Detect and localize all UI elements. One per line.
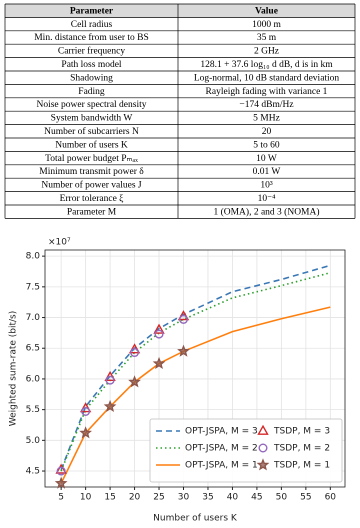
y-tick-label: 7.0 [26,313,41,323]
y-tick-label: 6.5 [26,344,40,354]
x-tick-label: 20 [129,493,141,503]
y-tick-label: 4.5 [26,467,40,477]
table-cell: 5 to 60 [253,140,280,150]
y-tick-label: 5.0 [26,436,41,446]
marker [128,375,141,388]
y-tick-label: 7.5 [26,282,40,292]
legend-swatch [257,424,269,435]
legend-label: OPT-JSPA, M = 1 [185,461,258,471]
x-tick-label: 45 [251,493,262,503]
header-cell: Value [255,6,278,16]
table-cell: Minimum transmit power δ [39,167,144,177]
table-cell: Number of subcarriers N [44,126,139,137]
table-cell: Noise power spectral density [36,100,146,110]
y-tick-label: 5.5 [26,405,40,415]
x-tick-label: 25 [153,493,164,503]
marker [79,426,92,439]
marker [177,344,190,357]
table-cell: Path loss model [61,60,122,70]
table-cell: 0.01 W [253,167,281,177]
legend-swatch [258,443,268,453]
marker [153,323,165,334]
legend-label: OPT-JSPA, M = 2 [185,444,258,454]
table-cell: System bandwidth W [51,114,133,124]
marker [103,399,117,412]
x-axis-label: Number of users K [153,514,238,524]
legend-box [149,418,343,483]
table-cell: Cell radius [71,20,113,30]
table-cell: 10 W [256,154,277,164]
x-tick-label: 60 [325,493,337,503]
x-tick-label: 10 [80,493,92,503]
header-cell: Parameter [70,6,114,16]
marker [54,476,68,489]
marker [105,375,115,385]
table-cell: Rayleigh fading with variance 1 [206,86,328,97]
series-line [60,264,331,471]
table-cell: 1000 m [252,20,281,30]
marker [130,348,140,358]
y-scale-label: ×10⁷ [48,238,71,248]
table-cell: Fading [78,87,105,97]
legend-swatch [256,458,270,471]
legend-label: TSDP, M = 1 [273,461,330,471]
x-tick-label: 15 [104,493,115,503]
x-tick-label: 40 [227,493,239,503]
chart: 4.5 5.0 5.5 6.0 6.5 7.0 7.5 8.0 5 10 15 20 25 30 35 40 4… [9,238,346,524]
table-cell: Shadowing [70,73,113,83]
y-tick-label: 6.0 [26,374,41,384]
table-cell: 10³ [260,181,273,191]
table-cell: −174 dBm/Hz [239,100,293,110]
table-cell: 5 MHz [253,114,280,124]
x-tick-label: 50 [276,493,288,503]
x-tick-label: 55 [300,493,311,503]
y-tick-label: 8.0 [26,252,41,262]
table-cell: Parameter M [67,207,117,217]
marker [56,466,66,476]
marker [154,329,164,339]
table-cell: Log-normal, 10 dB standard deviation [194,73,340,83]
table-cell: 1 (OMA), 2 and 3 (NOMA) [213,206,319,217]
header-bg [5,4,355,18]
table-cell: 10⁻⁴ [258,194,277,204]
table-cell: Total power budget Pₘₐₓ [45,154,138,164]
legend-label: TSDP, M = 2 [273,444,330,454]
legend-label: TSDP, M = 3 [273,427,330,437]
table-cell: Error tolerance ξ [60,194,125,204]
x-tick-label: 5 [58,493,64,503]
table-cell: Carrier frequency [58,46,126,57]
legend-label: OPT-JSPA, M = 3 [185,427,258,437]
table-cell: Number of users K [55,139,128,150]
parameter-table: Parameter Value Cell radius 1000 m Min. dist… [4,3,356,219]
x-tick-label: 35 [202,493,213,503]
marker [55,463,67,474]
marker [152,356,166,369]
table-cell: Min. distance from user to BS [34,32,149,43]
plot-frame [44,249,346,488]
table-cell: 128.1 + 37.6 log₁₀ d dB, d is in km [200,60,333,70]
table-cell: 35 m [257,33,277,43]
marker [81,406,91,416]
table-cell: 20 [262,127,272,137]
marker [178,314,188,324]
x-tick-label: 30 [178,493,190,503]
table-cell: Number of power values J [41,180,142,191]
y-axis-label: Weighted sum-rate (bit/s) [9,311,19,427]
table-cell: 2 GHz [254,47,279,57]
